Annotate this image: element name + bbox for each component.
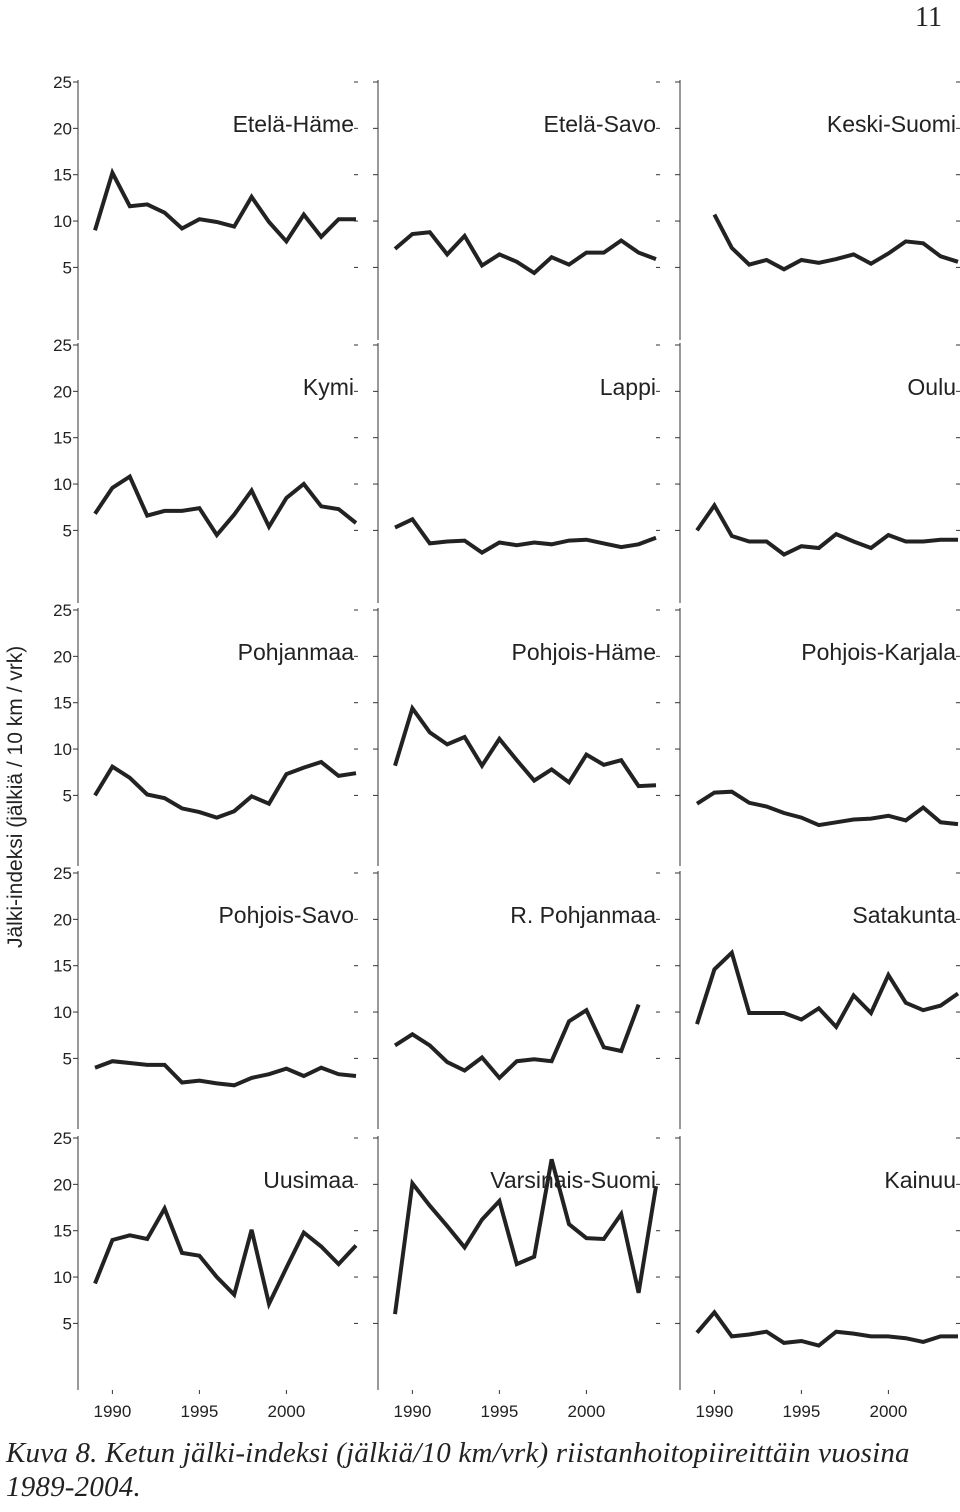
panel-title: Pohjois-Häme	[512, 639, 656, 665]
series-line	[94, 1059, 357, 1088]
y-tick-label: 25	[53, 73, 72, 92]
series-line	[393, 703, 657, 789]
series-line	[712, 213, 959, 272]
panel-title: Satakunta	[852, 902, 956, 928]
y-tick-label: 5	[63, 786, 72, 805]
panel-title: Etelä-Häme	[233, 111, 354, 137]
y-tick-label: 15	[53, 694, 72, 713]
series-line	[695, 789, 959, 828]
y-tick-label: 10	[53, 212, 72, 231]
x-tick-label: 2000	[267, 1402, 305, 1421]
series-line	[394, 516, 657, 555]
y-tick-label: 10	[53, 740, 72, 759]
y-tick-label: 25	[53, 1129, 72, 1148]
y-tick-label: 20	[53, 382, 72, 401]
series-line	[393, 1158, 658, 1315]
y-tick-label: 20	[53, 910, 72, 929]
y-tick-label: 15	[53, 429, 72, 448]
page-number: 11	[915, 2, 942, 33]
x-tick-label: 2000	[567, 1402, 605, 1421]
panel-title: R. Pohjanmaa	[510, 902, 656, 928]
series-line	[93, 759, 357, 820]
panel-title: Etelä-Savo	[543, 111, 656, 137]
y-tick-label: 20	[53, 119, 72, 138]
y-tick-label: 5	[63, 521, 72, 540]
y-tick-label: 10	[53, 1003, 72, 1022]
y-tick-label: 5	[63, 258, 72, 277]
x-tick-label: 1995	[480, 1402, 518, 1421]
x-tick-label: 1995	[782, 1402, 820, 1421]
y-tick-label: 15	[53, 166, 72, 185]
y-tick-label: 25	[53, 864, 72, 883]
y-tick-label: 20	[53, 1175, 72, 1194]
y-tick-label: 5	[63, 1049, 72, 1068]
y-tick-label: 10	[53, 475, 72, 494]
y-tick-label: 15	[53, 957, 72, 976]
panel-title: Pohjois-Savo	[218, 902, 354, 928]
series-line	[93, 1203, 358, 1310]
series-line	[695, 501, 958, 557]
y-tick-label: 10	[53, 1268, 72, 1287]
x-tick-label: 2000	[869, 1402, 907, 1421]
small-multiples-chart: 5 10 15 20 25 Etelä-Häme Etelä-Savo Keski-Suomi…	[53, 73, 960, 1421]
series-line	[695, 1309, 958, 1348]
y-tick-label: 25	[53, 601, 72, 620]
panel-title: Lappi	[600, 374, 656, 400]
x-tick-label: 1990	[393, 1402, 431, 1421]
series-line	[93, 473, 358, 539]
panel-title: Keski-Suomi	[827, 111, 956, 137]
series-line	[393, 1003, 641, 1081]
x-tick-label: 1995	[180, 1402, 218, 1421]
panel-title: Pohjois-Karjala	[801, 639, 956, 665]
series-line	[695, 948, 960, 1031]
y-tick-label: 25	[53, 336, 72, 355]
x-tick-label: 1990	[695, 1402, 733, 1421]
y-tick-label: 5	[63, 1314, 72, 1333]
series-line	[393, 230, 657, 276]
series-line	[93, 167, 356, 245]
panel-title: Oulu	[907, 374, 956, 400]
panel-title: Varsinais-Suomi	[490, 1167, 656, 1193]
panel-title: Uusimaa	[263, 1167, 354, 1193]
panel-title: Kainuu	[884, 1167, 956, 1193]
x-tick-label: 1990	[93, 1402, 131, 1421]
y-tick-label: 15	[53, 1222, 72, 1241]
y-tick-label: 20	[53, 647, 72, 666]
panel-title: Pohjanmaa	[238, 639, 355, 665]
figure-caption: Kuva 8. Ketun jälki-indeksi (jälkiä/10 k…	[6, 1437, 910, 1503]
panel-title: Kymi	[303, 374, 354, 400]
